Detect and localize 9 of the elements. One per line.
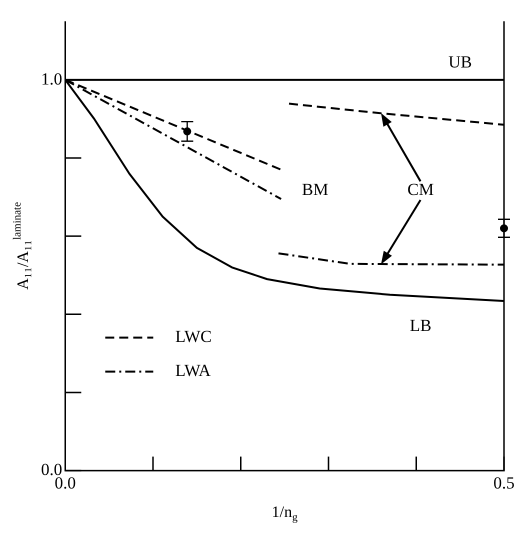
series-label: LB bbox=[410, 316, 432, 335]
y-axis-title: A₁₁/A₁₁laminate bbox=[11, 202, 32, 290]
y-tick-label: 1.0 bbox=[41, 69, 62, 88]
annotation: CM bbox=[407, 180, 434, 200]
legend-label: LWA bbox=[175, 361, 212, 380]
legend-label: LWC bbox=[175, 327, 212, 346]
annotation: BM bbox=[302, 180, 328, 199]
series-label: UB bbox=[448, 52, 472, 72]
x-tick-label: 0.5 bbox=[493, 473, 515, 492]
